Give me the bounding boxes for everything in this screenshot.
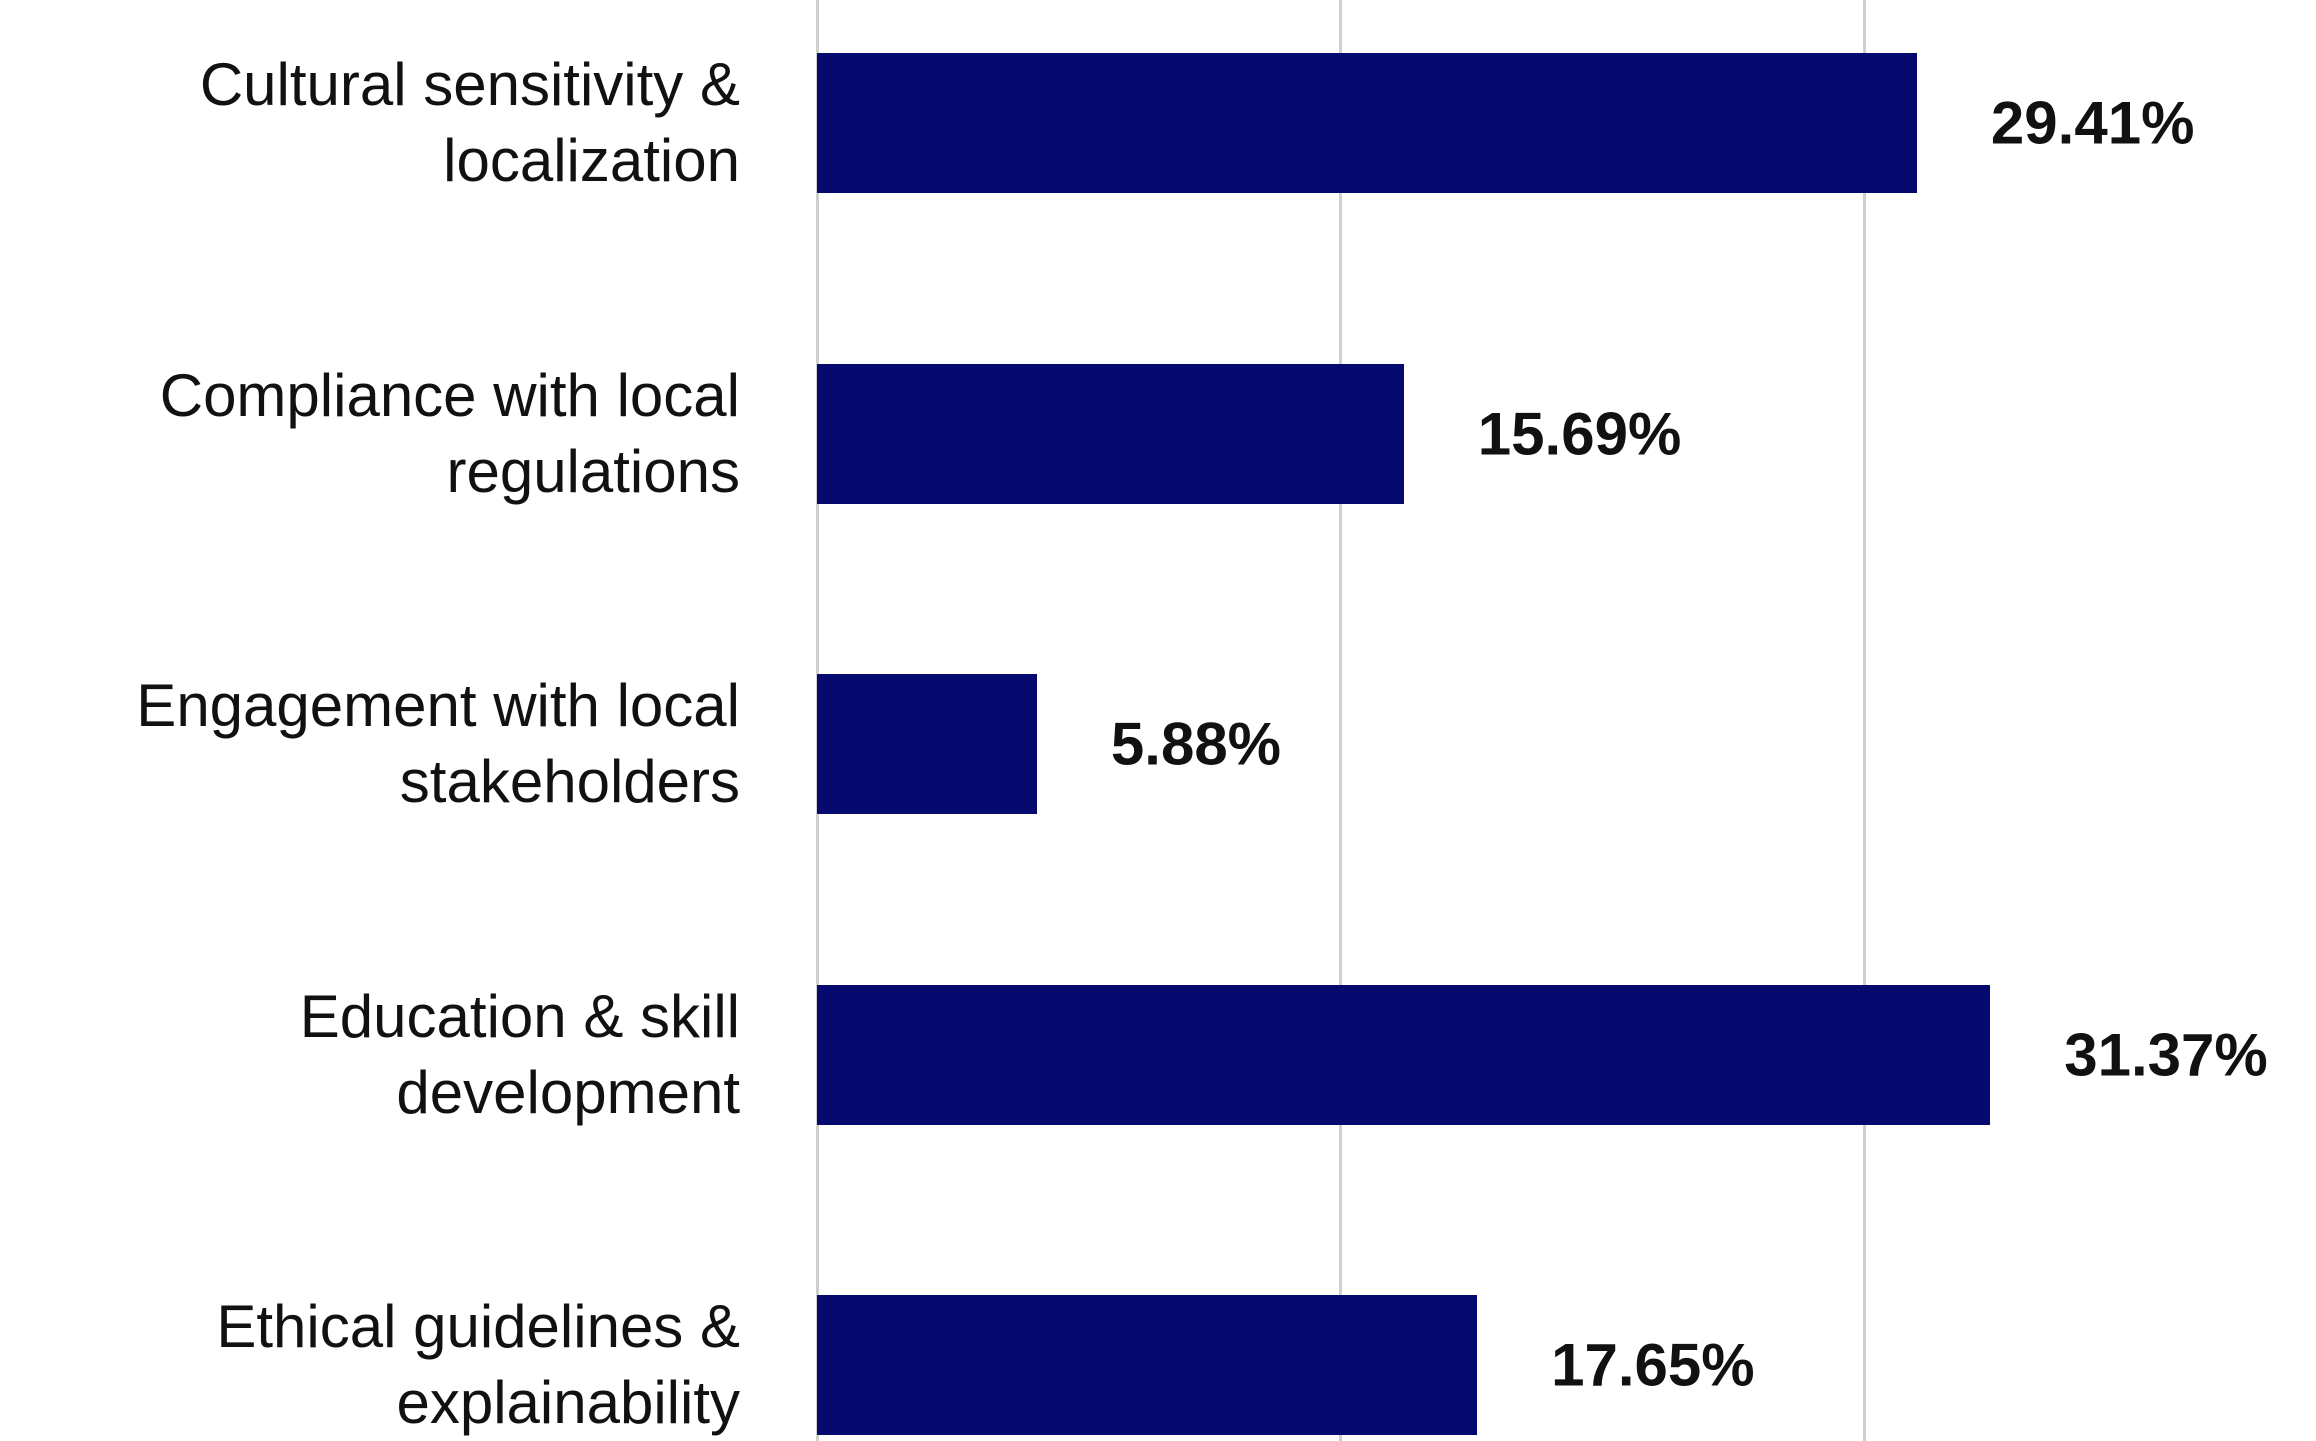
grid-line [1862, 0, 1866, 1441]
category-label: Education & skill development [299, 982, 740, 1126]
grid-line [1339, 0, 1343, 1441]
bar [817, 1295, 1478, 1435]
category-label: Compliance with local regulations [159, 361, 740, 505]
category-label: Ethical guidelines & explainability [216, 1293, 740, 1436]
value-label: 5.88% [1110, 710, 1282, 778]
value-label: 31.37% [2064, 1021, 2268, 1088]
value-label: 17.65% [1551, 1331, 1755, 1399]
category-label: Cultural sensitivity & localization [199, 51, 740, 194]
value-label: 29.41% [1990, 89, 2195, 157]
bar [817, 53, 1917, 193]
bar [817, 363, 1404, 504]
bar [817, 674, 1037, 814]
value-label: 15.69% [1477, 400, 1682, 467]
category-label: Engagement with local stakeholders [136, 672, 740, 815]
bar [817, 984, 1991, 1125]
